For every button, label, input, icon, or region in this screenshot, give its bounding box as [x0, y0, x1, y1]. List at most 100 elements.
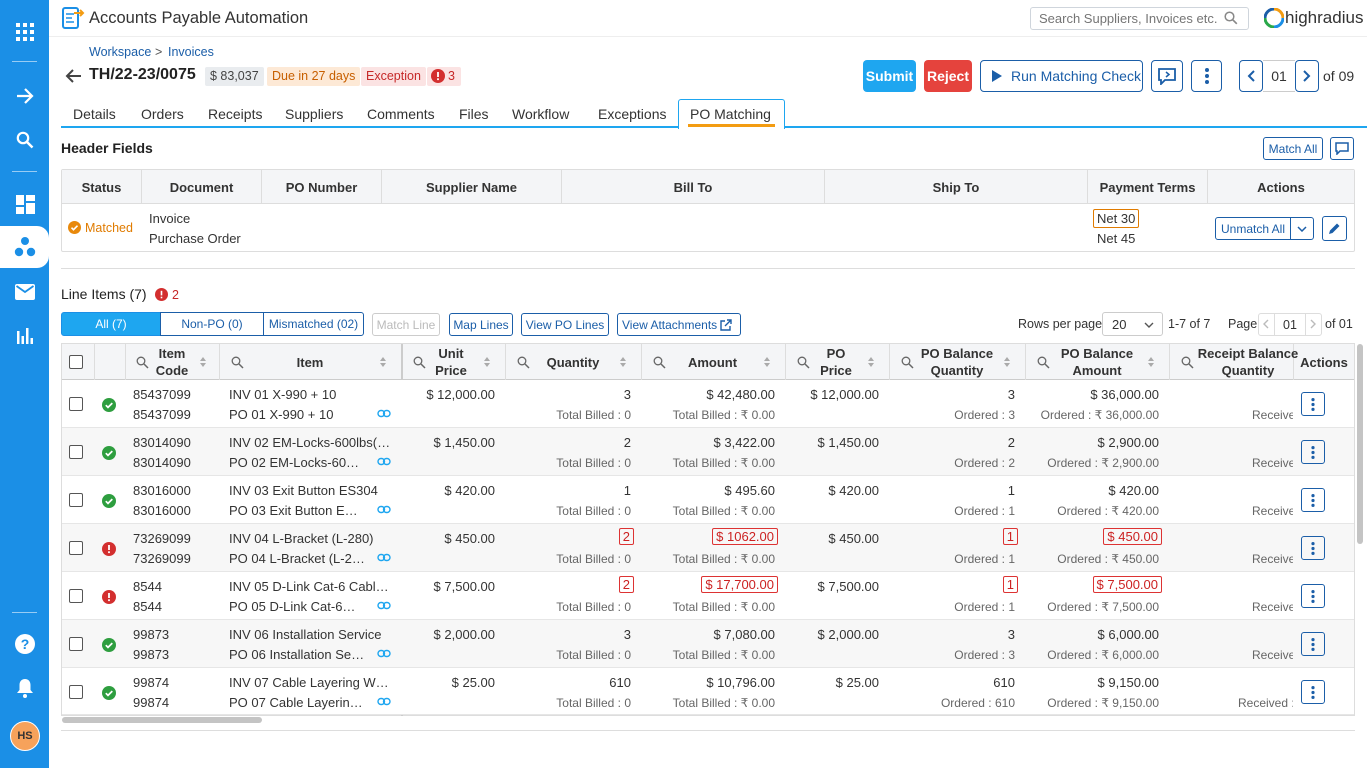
search-icon[interactable]	[1037, 356, 1050, 369]
global-search-input[interactable]	[1030, 7, 1249, 30]
row-actions-button[interactable]	[1301, 584, 1325, 608]
link-icon[interactable]	[377, 601, 391, 610]
amount-value: $ 7,080.00	[713, 627, 775, 642]
search-icon[interactable]	[231, 356, 244, 369]
search-icon[interactable]	[653, 356, 666, 369]
col-receipt-balance-quantity[interactable]: Receipt Balance Quantity	[1197, 346, 1299, 378]
bell-icon[interactable]	[12, 675, 38, 701]
row-actions-button[interactable]	[1301, 536, 1325, 560]
search-icon[interactable]	[12, 127, 38, 153]
row-checkbox[interactable]	[69, 493, 83, 507]
sort-icon[interactable]	[1003, 356, 1011, 368]
sort-icon[interactable]	[763, 356, 771, 368]
col-po-price[interactable]: PO Price	[820, 346, 852, 378]
link-icon[interactable]	[377, 649, 391, 658]
row-checkbox[interactable]	[69, 637, 83, 651]
map-lines-button[interactable]: Map Lines	[449, 313, 513, 336]
filter-non-po[interactable]: Non-PO (0)	[160, 312, 264, 336]
unmatch-dropdown-button[interactable]	[1290, 217, 1314, 240]
sort-icon[interactable]	[483, 356, 491, 368]
link-icon[interactable]	[377, 697, 391, 706]
help-icon[interactable]: ?	[12, 631, 38, 657]
search-icon[interactable]	[413, 356, 426, 369]
tab-suppliers[interactable]: Suppliers	[285, 106, 344, 122]
tab-workflow[interactable]: Workflow	[512, 106, 570, 122]
col-item[interactable]: Item	[296, 354, 324, 370]
sort-icon[interactable]	[619, 356, 627, 368]
row-actions-button[interactable]	[1301, 440, 1325, 464]
next-invoice-button[interactable]	[1295, 60, 1319, 92]
sort-icon[interactable]	[867, 356, 875, 368]
view-po-lines-button[interactable]: View PO Lines	[521, 313, 609, 336]
submit-button[interactable]: Submit	[863, 60, 916, 92]
sort-icon[interactable]	[379, 356, 387, 368]
analytics-icon[interactable]	[12, 323, 38, 349]
vertical-scrollbar[interactable]	[1357, 344, 1363, 544]
comment-button[interactable]	[1151, 60, 1183, 92]
col-po-balance-amount[interactable]: PO Balance Amount	[1060, 346, 1134, 378]
row-actions-button[interactable]	[1301, 392, 1325, 416]
breadcrumb-invoices[interactable]: Invoices	[168, 45, 214, 59]
amount-billed: Total Billed : ₹ 0.00	[672, 648, 775, 662]
header-comment-button[interactable]	[1330, 137, 1354, 160]
mail-icon[interactable]	[12, 279, 38, 305]
apps-grid-icon[interactable]	[12, 19, 38, 45]
link-icon[interactable]	[377, 553, 391, 562]
col-amount[interactable]: Amount	[687, 354, 738, 370]
chevron-right-icon[interactable]	[1310, 319, 1317, 329]
col-po-balance-quantity[interactable]: PO Balance Quantity	[920, 346, 994, 378]
row-checkbox[interactable]	[69, 445, 83, 459]
rows-per-page-select[interactable]: 20	[1102, 312, 1163, 336]
filter-all[interactable]: All (7)	[61, 312, 161, 336]
tab-orders[interactable]: Orders	[141, 106, 184, 122]
link-icon[interactable]	[377, 409, 391, 418]
match-line-button[interactable]: Match Line	[372, 313, 440, 336]
edit-button[interactable]	[1322, 216, 1347, 241]
row-actions-button[interactable]	[1301, 488, 1325, 512]
run-matching-check-button[interactable]: Run Matching Check	[980, 60, 1143, 92]
search-icon[interactable]	[797, 356, 810, 369]
search-icon[interactable]	[901, 356, 914, 369]
view-attachments-button[interactable]: View Attachments	[617, 313, 741, 336]
workflow-icon[interactable]	[12, 234, 38, 260]
chevron-left-icon[interactable]	[1262, 319, 1269, 329]
invoice-page-input[interactable]: 01	[1263, 60, 1295, 92]
row-checkbox[interactable]	[69, 541, 83, 555]
breadcrumb-workspace[interactable]: Workspace	[89, 45, 152, 59]
unmatch-all-button[interactable]: Unmatch All	[1215, 217, 1291, 240]
row-checkbox[interactable]	[69, 397, 83, 411]
link-icon[interactable]	[377, 505, 391, 514]
col-quantity[interactable]: Quantity	[546, 354, 600, 370]
col-item-code[interactable]: Item Code	[155, 346, 189, 378]
filter-mismatched[interactable]: Mismatched (02)	[263, 312, 364, 336]
search-icon[interactable]	[1224, 11, 1238, 25]
link-icon[interactable]	[377, 457, 391, 466]
prev-invoice-button[interactable]	[1239, 60, 1263, 92]
col-unit-price[interactable]: Unit Price	[435, 346, 467, 378]
search-icon[interactable]	[517, 356, 530, 369]
tab-receipts[interactable]: Receipts	[208, 106, 263, 122]
dashboard-icon[interactable]	[12, 191, 38, 217]
row-checkbox[interactable]	[69, 685, 83, 699]
sort-icon[interactable]	[1147, 356, 1155, 368]
tab-files[interactable]: Files	[459, 106, 489, 122]
tab-details[interactable]: Details	[73, 106, 116, 122]
external-link-icon	[720, 318, 732, 331]
page-input[interactable]: 01	[1274, 313, 1306, 336]
match-all-button[interactable]: Match All	[1263, 137, 1323, 160]
search-icon[interactable]	[136, 356, 149, 369]
back-arrow-icon[interactable]	[64, 68, 82, 84]
tab-exceptions[interactable]: Exceptions	[598, 106, 667, 122]
row-checkbox[interactable]	[69, 589, 83, 603]
sort-icon[interactable]	[199, 356, 207, 368]
select-all-checkbox[interactable]	[69, 355, 83, 369]
row-actions-button[interactable]	[1301, 680, 1325, 704]
reject-button[interactable]: Reject	[924, 60, 972, 92]
horizontal-scrollbar[interactable]	[62, 717, 262, 723]
avatar[interactable]: HS	[10, 721, 40, 751]
search-icon[interactable]	[1181, 356, 1194, 369]
arrow-right-icon[interactable]	[12, 83, 38, 109]
tab-comments[interactable]: Comments	[367, 106, 435, 122]
row-actions-button[interactable]	[1301, 632, 1325, 656]
more-options-button[interactable]	[1191, 60, 1222, 92]
